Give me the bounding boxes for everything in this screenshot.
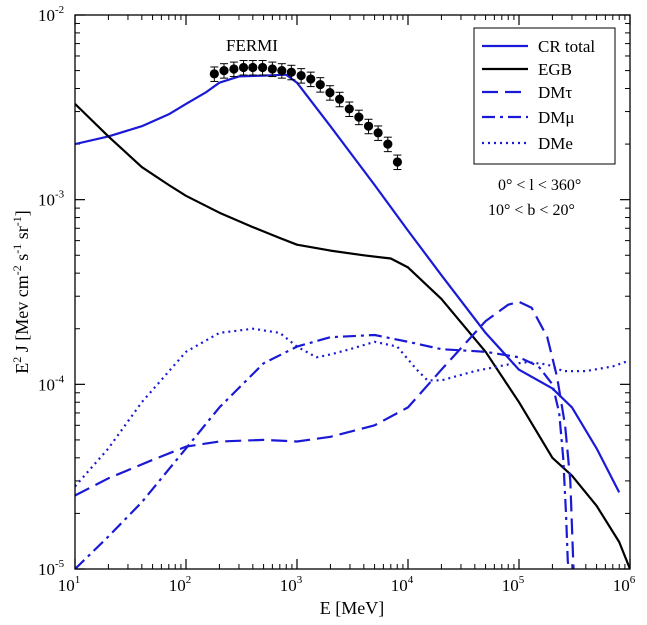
fermi-point: [306, 74, 316, 84]
legend-label-egb: EGB: [538, 60, 572, 79]
fermi-label: FERMI: [226, 36, 278, 55]
y-axis-label-exp-energy: 2: [10, 357, 24, 363]
fermi-point: [248, 62, 258, 73]
legend-label-dm-mu: DMμ: [538, 108, 575, 127]
legend-label-dm-e: DMe: [538, 134, 573, 153]
series-dm-tau: [75, 300, 575, 569]
fermi-point: [209, 69, 219, 79]
fermi-point: [344, 104, 354, 114]
fermi-point: [229, 64, 239, 74]
fermi-point: [325, 87, 335, 98]
plot-frame: [74, 14, 631, 570]
y-axis-label-close: ]: [12, 210, 32, 216]
minor-ticks: [75, 15, 630, 569]
y-tick-label: 10-2: [38, 4, 64, 25]
fermi-point: [296, 70, 306, 81]
y-axis-label-unit: J [Mev cm: [12, 275, 32, 356]
y-axis-label-s: s: [12, 254, 32, 266]
x-tick-label: 105: [502, 574, 525, 595]
y-axis-label-exp-s: -1: [10, 244, 24, 254]
y-tick-labels: 10-5 10-4 10-3 10-2: [38, 4, 65, 579]
y-axis-label-exp-cm: -2: [10, 265, 24, 275]
fermi-point: [277, 65, 287, 76]
x-tick-label: 106: [613, 574, 636, 595]
x-axis-label: E [MeV]: [320, 598, 384, 618]
x-tick-label: 103: [280, 574, 303, 595]
series-dm-mu: [75, 333, 571, 569]
fermi-point: [258, 62, 268, 73]
fermi-point: [267, 64, 277, 74]
fermi-point: [363, 121, 374, 131]
fermi-point: [315, 79, 325, 90]
series-dm-e: [75, 327, 630, 488]
legend-label-cr-total: CR total: [538, 37, 595, 56]
x-tick-labels: 101 102 103 104 105 106: [58, 574, 636, 595]
series-egb: [75, 103, 630, 569]
annotation-longitude-range: 0° < l < 360°: [498, 177, 581, 194]
legend-label-dm-tau: DMτ: [538, 83, 572, 102]
y-tick-label: 10-3: [38, 189, 65, 210]
legend-box: [473, 27, 616, 165]
fermi-point: [354, 112, 364, 122]
y-axis-label: E2 J [Mev cm-2 s-1 sr-1]: [10, 210, 32, 374]
fermi-point: [335, 94, 345, 104]
x-tick-label: 104: [391, 574, 414, 595]
fermi-point: [219, 65, 229, 76]
y-tick-label: 10-4: [38, 373, 65, 394]
fermi-point: [238, 62, 249, 73]
series-layer: [75, 73, 630, 569]
y-axis-label-exp-sr: -1: [10, 216, 24, 226]
fermi-point: [373, 128, 383, 138]
y-tick-label: 10-5: [38, 558, 65, 579]
legend: CR total EGB DMτ DMμ DMe: [473, 27, 616, 165]
x-tick-label: 102: [169, 574, 192, 595]
y-axis-label-base: E: [12, 363, 32, 374]
fermi-data-points: [209, 60, 403, 171]
fermi-point: [383, 139, 393, 149]
x-tick-label: 101: [58, 574, 81, 595]
y-axis-label-sr: sr: [12, 226, 32, 244]
series-cr-total: [75, 73, 621, 493]
annotation-latitude-range: 10° < b < 20°: [488, 202, 575, 219]
fermi-point: [392, 157, 403, 167]
fermi-point: [286, 67, 296, 77]
